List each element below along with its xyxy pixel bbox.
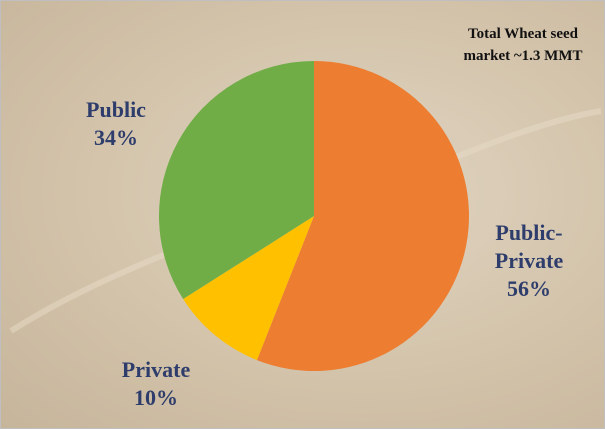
pie-slice: [183, 216, 314, 361]
category-label: Public-Private: [494, 220, 564, 273]
slice-label: Public 34%: [56, 96, 176, 152]
slice-label: Public-Private 56%: [469, 219, 589, 303]
pie-slice: [256, 61, 469, 371]
category-label: Private: [121, 357, 191, 382]
category-label: Public: [86, 97, 146, 122]
slice-label: Private 10%: [96, 356, 216, 412]
annotation: Total Wheat seed market ~1.3 MMT: [463, 26, 583, 64]
value-label: 10%: [134, 385, 178, 410]
pie-slice: [159, 61, 314, 300]
value-label: 34%: [94, 125, 138, 150]
value-label: 56%: [507, 276, 551, 301]
